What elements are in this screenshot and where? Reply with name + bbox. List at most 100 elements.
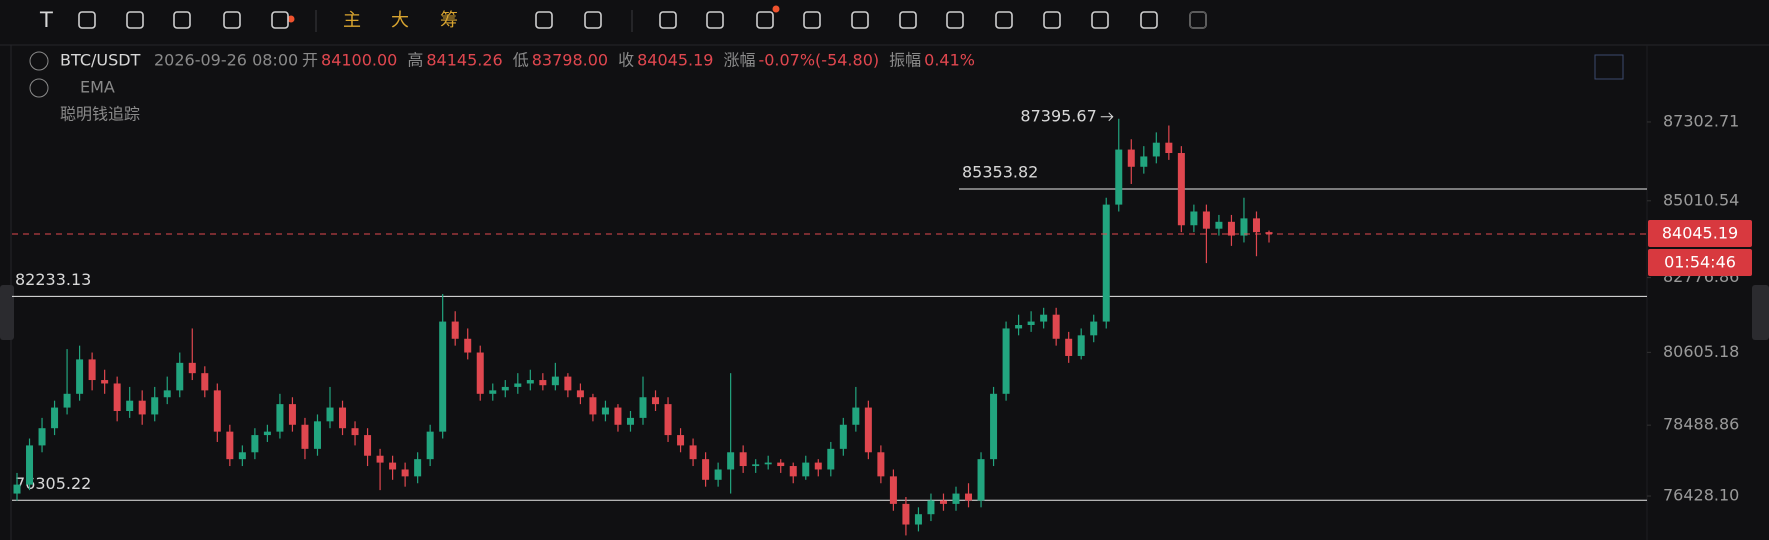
candle-body [88,359,96,381]
candle-body [213,390,221,432]
candle-body [1265,232,1273,235]
candle-body [714,469,722,480]
toolbar-icon[interactable] [899,11,917,29]
field-value: 84145.26 [426,51,502,70]
price-tag [1648,220,1752,248]
indicator-ema: EMA [80,78,115,97]
candle-body [977,459,985,501]
main-button[interactable]: 主 [343,10,361,31]
candle-body [1202,211,1210,229]
candle-body [326,407,334,422]
candle-body [677,435,685,446]
toolbar-icon[interactable] [1043,11,1061,29]
candle-body [952,493,960,504]
candle-body [564,376,572,391]
candle-body [539,380,547,386]
toolbar-icon[interactable] [995,11,1013,29]
collapse-button[interactable] [29,78,49,98]
toolbar-icon[interactable] [584,11,602,29]
candle-body [226,431,234,460]
level-label: 82233.13 [15,270,91,289]
field-label: 涨幅 [723,51,755,70]
candle-body [752,464,760,467]
countdown-label: 01:54:46 [1664,253,1736,272]
candle-body [1190,211,1198,226]
candle-body [138,400,146,415]
candle-body [626,417,634,425]
toolbar-icon[interactable] [946,11,964,29]
fullscreen-button[interactable] [1594,54,1624,80]
candle-body [163,390,171,398]
candle-body [126,400,134,412]
candle-body [439,321,447,432]
collapse-button[interactable] [29,51,49,71]
candle-body [1027,321,1035,326]
candle-body [238,452,246,460]
candle-body [802,462,810,477]
toolbar-icon[interactable] [78,11,96,29]
level-label: 76305.22 [15,474,91,493]
chip-button[interactable]: 筹 [440,10,458,31]
field-label: 收 [618,51,634,70]
toolbar-icon[interactable] [851,11,869,29]
candle-body [364,435,372,456]
field-label: 开 [302,51,318,70]
candle-body [376,455,384,463]
candle-body [38,428,46,446]
toolbar-icon[interactable] [706,11,724,29]
toolbar-icon[interactable] [271,11,289,29]
candle-body [839,424,847,449]
candle-body [1127,149,1135,167]
toolbar-icon[interactable] [1189,11,1207,29]
candle-body [702,459,710,480]
field-value: 83798.00 [532,51,608,70]
candle-body [551,376,559,386]
toolbar-icon[interactable] [1140,11,1158,29]
candle-body [877,452,885,477]
candle-body [789,466,797,477]
candle-body [852,407,860,425]
candle-body [664,404,672,436]
big-button[interactable]: 大 [391,10,409,31]
field-value: -0.07%(-54.80) [758,51,879,70]
notify-dot [287,15,295,23]
toolbar-icon[interactable] [803,11,821,29]
candle-body [51,407,59,429]
candle-body [514,383,522,387]
toolbar-icon[interactable] [1091,11,1109,29]
candle-body [13,484,21,494]
candle-body [151,397,159,415]
indicator-smart-money: 聪明钱追踪 [60,105,140,124]
field-label: 低 [513,51,529,70]
candle-body [990,393,998,460]
candle-body [1177,153,1185,226]
toolbar-icon[interactable] [659,11,677,29]
candle-body [1052,314,1060,339]
candle-body [351,428,359,436]
candle-body [414,459,422,477]
toolbar-icon[interactable] [756,11,774,29]
candle-body [864,407,872,453]
toolbar-icon[interactable] [535,11,553,29]
toolbar-icon[interactable] [126,11,144,29]
candle-body [1165,142,1173,154]
text-tool[interactable]: T [39,8,53,32]
right-handle[interactable] [1752,285,1769,340]
max-label: 87395.67 [1020,106,1096,125]
candle-body [1040,314,1048,322]
candle-body [601,407,609,415]
left-handle[interactable] [0,285,14,340]
candle-body [827,448,835,470]
toolbar-icon[interactable] [173,11,191,29]
candle-body [739,452,747,467]
candle-body [1152,142,1160,157]
toolbar-icon[interactable] [223,11,241,29]
candle-body [1240,218,1248,236]
max-arrow [1100,112,1114,122]
field-label: 高 [407,51,423,70]
candle-body [476,352,484,394]
candle-body [652,397,660,405]
candle-body [501,386,509,391]
